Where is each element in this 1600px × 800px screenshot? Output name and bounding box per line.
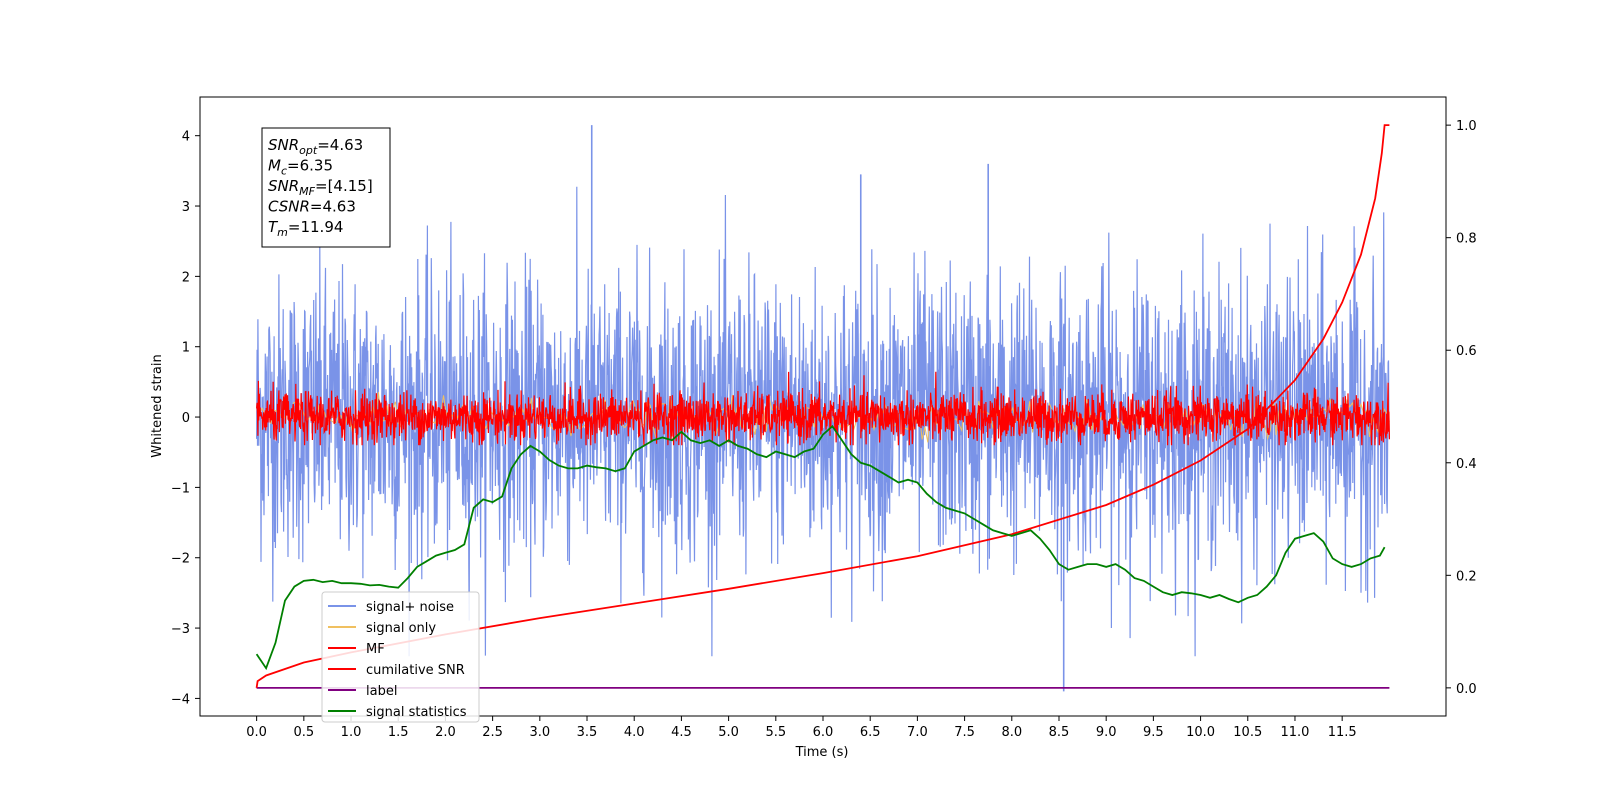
- x-tick-label: 3.5: [577, 725, 598, 740]
- y-tick-label: −2: [171, 552, 190, 567]
- legend: signal+ noise signal only MF cumilative SNR…: [321, 591, 480, 723]
- y2-tick-label: 0.0: [1456, 682, 1477, 697]
- series-signal-statistics-line: [255, 424, 1386, 671]
- y-tick-label: 2: [182, 270, 190, 285]
- x-tick-label: 9.0: [1096, 725, 1117, 740]
- y-tick-label: −3: [171, 622, 190, 637]
- legend-label: signal+ noise: [366, 600, 454, 615]
- series-mf-line: [256, 371, 1390, 446]
- x-tick-label: 5.5: [765, 725, 786, 740]
- x-tick-label: 7.0: [907, 725, 928, 740]
- x-tick-label: 5.0: [718, 725, 739, 740]
- x-tick-label: 10.0: [1186, 725, 1215, 740]
- x-tick-label: 9.5: [1143, 725, 1164, 740]
- y-tick-label: −4: [171, 692, 190, 707]
- y-tick-label: 0: [182, 411, 190, 426]
- info-box-line: Tm=11.94: [268, 218, 343, 239]
- x-tick-label: 8.5: [1049, 725, 1070, 740]
- y2-tick-label: 1.0: [1456, 119, 1477, 134]
- y-tick-label: −1: [171, 481, 190, 496]
- y2-tick-label: 0.6: [1456, 344, 1477, 359]
- x-tick-label: 11.5: [1328, 725, 1357, 740]
- y-axis-label: Whitened strain: [150, 354, 165, 457]
- x-tick-label: 1.0: [341, 725, 362, 740]
- x-tick-label: 6.5: [860, 725, 881, 740]
- legend-label: signal only: [366, 621, 436, 636]
- info-box-line: SNRMF=[4.15]: [268, 177, 373, 198]
- info-box-frame: [261, 127, 391, 248]
- y-axis-left: −4 −3 −2 −1 0 1 2 3 4: [171, 130, 200, 707]
- info-box-line: CSNR=4.63: [268, 198, 356, 216]
- legend-label: cumilative SNR: [366, 663, 465, 678]
- y-tick-label: 1: [182, 341, 190, 356]
- x-tick-label: 0.0: [246, 725, 267, 740]
- x-tick-label: 6.0: [813, 725, 834, 740]
- legend-frame: [321, 591, 480, 723]
- x-tick-label: 2.0: [435, 725, 456, 740]
- y2-tick-label: 0.4: [1456, 457, 1477, 472]
- x-tick-label: 4.0: [624, 725, 645, 740]
- legend-label: signal statistics: [366, 705, 467, 720]
- x-tick-label: 1.5: [388, 725, 409, 740]
- legend-label: label: [366, 684, 397, 699]
- x-tick-label: 8.0: [1001, 725, 1022, 740]
- x-tick-label: 7.5: [954, 725, 975, 740]
- x-tick-label: 3.0: [529, 725, 550, 740]
- y-axis-right: 0.0 0.2 0.4 0.6 0.8 1.0: [1446, 119, 1477, 697]
- x-tick-label: 2.5: [482, 725, 503, 740]
- x-tick-label: 10.5: [1233, 725, 1262, 740]
- y-tick-label: 4: [182, 130, 190, 145]
- series-signal-noise-line: [256, 186, 1390, 657]
- y2-tick-label: 0.2: [1456, 569, 1477, 584]
- x-axis-label: Time (s): [795, 745, 849, 760]
- y2-tick-label: 0.8: [1456, 232, 1477, 247]
- info-box-line: SNRopt=4.63: [268, 136, 363, 157]
- x-tick-label: 11.0: [1280, 725, 1309, 740]
- legend-label: MF: [366, 642, 385, 657]
- y-tick-label: 3: [182, 200, 190, 215]
- x-tick-label: 4.5: [671, 725, 692, 740]
- info-box-line: Mc=6.35: [268, 157, 333, 178]
- x-tick-label: 0.5: [293, 725, 314, 740]
